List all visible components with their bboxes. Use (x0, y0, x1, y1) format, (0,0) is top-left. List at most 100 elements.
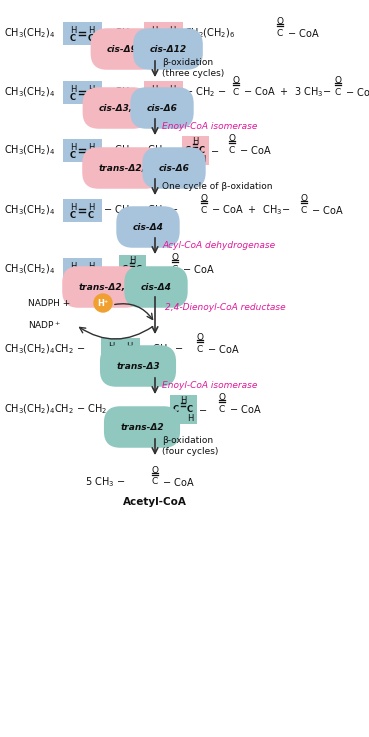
Text: H: H (169, 26, 175, 35)
Text: H: H (88, 26, 94, 35)
Text: C: C (169, 33, 175, 43)
Text: $-$ CoA: $-$ CoA (287, 27, 320, 39)
Text: $-$ CH$_2$ $-$ CH$_2$ $-$: $-$ CH$_2$ $-$ CH$_2$ $-$ (103, 143, 179, 157)
Text: trans-Δ2,: trans-Δ2, (99, 164, 145, 172)
Text: CH$_3$(CH$_2$)$_4$: CH$_3$(CH$_2$)$_4$ (4, 85, 55, 99)
Text: NADP$^+$: NADP$^+$ (28, 319, 61, 331)
Text: H: H (169, 85, 175, 94)
Text: $-$ CH$_2$ $-$: $-$ CH$_2$ $-$ (141, 342, 183, 356)
Text: H: H (88, 142, 94, 152)
Text: C: C (185, 145, 191, 155)
Text: Enoyl-CoA isomerase: Enoyl-CoA isomerase (162, 122, 257, 130)
Text: C: C (173, 405, 179, 413)
Text: H: H (70, 262, 76, 270)
Text: trans-Δ2,: trans-Δ2, (79, 282, 125, 292)
Text: $-$ CoA: $-$ CoA (162, 476, 194, 488)
Text: H: H (129, 256, 135, 265)
Text: C: C (172, 265, 178, 273)
Text: 2,4-Dienoyl-CoA reductase: 2,4-Dienoyl-CoA reductase (165, 302, 286, 312)
Text: C: C (199, 145, 205, 155)
Text: CH$_3$(CH$_2$)$_4$: CH$_3$(CH$_2$)$_4$ (4, 143, 55, 157)
Text: O: O (300, 194, 307, 203)
Text: CH$_3$(CH$_2$)$_4$: CH$_3$(CH$_2$)$_4$ (4, 262, 55, 276)
Text: β-oxidation
(three cycles): β-oxidation (three cycles) (162, 58, 224, 77)
Text: $-$: $-$ (198, 404, 207, 414)
Text: C: C (233, 88, 239, 97)
Text: C: C (126, 349, 132, 358)
Text: O: O (218, 393, 225, 402)
Text: $-$: $-$ (103, 264, 112, 274)
Text: H: H (136, 273, 142, 282)
Text: $-$ CH$_2$ $-$: $-$ CH$_2$ $-$ (184, 85, 226, 99)
Text: C: C (108, 349, 114, 358)
Text: C: C (70, 150, 76, 159)
Text: CH$_3$(CH$_2$)$_4$CH$_2$ $-$: CH$_3$(CH$_2$)$_4$CH$_2$ $-$ (4, 342, 85, 356)
Text: $-$ CoA: $-$ CoA (311, 204, 344, 216)
Text: $-$ CoA: $-$ CoA (239, 144, 272, 156)
Text: H: H (126, 341, 132, 351)
Text: C: C (70, 270, 76, 279)
Text: C: C (151, 93, 157, 102)
Text: O: O (172, 253, 179, 262)
Text: β-oxidation
(four cycles): β-oxidation (four cycles) (162, 436, 218, 455)
Text: trans-Δ3: trans-Δ3 (116, 362, 160, 371)
Text: Acetyl-CoA: Acetyl-CoA (123, 497, 187, 507)
Text: C: C (88, 33, 94, 43)
FancyBboxPatch shape (182, 136, 208, 164)
Text: C: C (70, 93, 76, 102)
Text: H⁺: H⁺ (97, 298, 108, 307)
Text: H: H (70, 85, 76, 94)
Text: C: C (88, 211, 94, 220)
Text: $-$ CH$_2$ $-$ CH$_2$ $-$: $-$ CH$_2$ $-$ CH$_2$ $-$ (103, 203, 179, 217)
Text: $-$ CH$_2$ $-$: $-$ CH$_2$ $-$ (103, 85, 145, 99)
Text: O: O (197, 332, 203, 341)
Text: C: C (197, 344, 203, 354)
FancyBboxPatch shape (118, 254, 145, 284)
Text: trans-Δ2: trans-Δ2 (120, 422, 164, 431)
FancyBboxPatch shape (62, 80, 101, 103)
Text: C: C (70, 33, 76, 43)
Text: H: H (70, 203, 76, 212)
Text: C: C (88, 270, 94, 279)
Text: C: C (122, 265, 128, 273)
Text: One cycle of β-oxidation: One cycle of β-oxidation (162, 181, 272, 190)
Text: CH$_2$(CH$_2$)$_6$: CH$_2$(CH$_2$)$_6$ (184, 27, 235, 40)
FancyBboxPatch shape (62, 21, 101, 44)
Text: CH$_3$(CH$_2$)$_4$: CH$_3$(CH$_2$)$_4$ (4, 27, 55, 40)
Text: O: O (152, 466, 159, 475)
Text: C: C (201, 206, 207, 214)
Text: cis-Δ9,: cis-Δ9, (107, 44, 141, 54)
Text: cis-Δ6: cis-Δ6 (146, 103, 177, 113)
Text: C: C (152, 478, 158, 486)
Text: $-$ CoA  +  CH$_3$$-$: $-$ CoA + CH$_3$$-$ (211, 203, 290, 217)
FancyBboxPatch shape (62, 198, 101, 222)
Text: $-$ CoA  +  3 CH$_3$$-$: $-$ CoA + 3 CH$_3$$-$ (243, 85, 332, 99)
Text: H: H (151, 85, 157, 94)
Text: O: O (232, 75, 239, 85)
Text: H: H (108, 341, 114, 351)
Text: $-$ CoA: $-$ CoA (345, 86, 369, 98)
FancyBboxPatch shape (100, 338, 139, 360)
Text: H: H (192, 136, 198, 145)
Text: Acyl-CoA dehydrogenase: Acyl-CoA dehydrogenase (162, 240, 275, 250)
FancyBboxPatch shape (62, 257, 101, 281)
Text: cis-Δ4: cis-Δ4 (141, 282, 172, 292)
Text: $-$: $-$ (210, 145, 219, 155)
Text: H: H (187, 413, 193, 422)
Text: NADPH +: NADPH + (28, 298, 73, 307)
Text: C: C (88, 93, 94, 102)
Text: cis-Δ6: cis-Δ6 (159, 164, 189, 172)
Text: cis-Δ4: cis-Δ4 (132, 223, 163, 231)
Text: H: H (70, 26, 76, 35)
Text: O: O (200, 194, 207, 203)
Text: CH$_3$(CH$_2$)$_4$: CH$_3$(CH$_2$)$_4$ (4, 203, 55, 217)
Text: C: C (169, 93, 175, 102)
Text: O: O (228, 133, 235, 142)
Text: C: C (301, 206, 307, 214)
FancyBboxPatch shape (144, 21, 183, 44)
Text: cis-Δ12: cis-Δ12 (149, 44, 187, 54)
Text: $-$ CoA: $-$ CoA (182, 263, 215, 275)
FancyBboxPatch shape (144, 80, 183, 103)
Text: 5 CH$_3$ $-$: 5 CH$_3$ $-$ (85, 475, 125, 489)
Text: H: H (151, 26, 157, 35)
